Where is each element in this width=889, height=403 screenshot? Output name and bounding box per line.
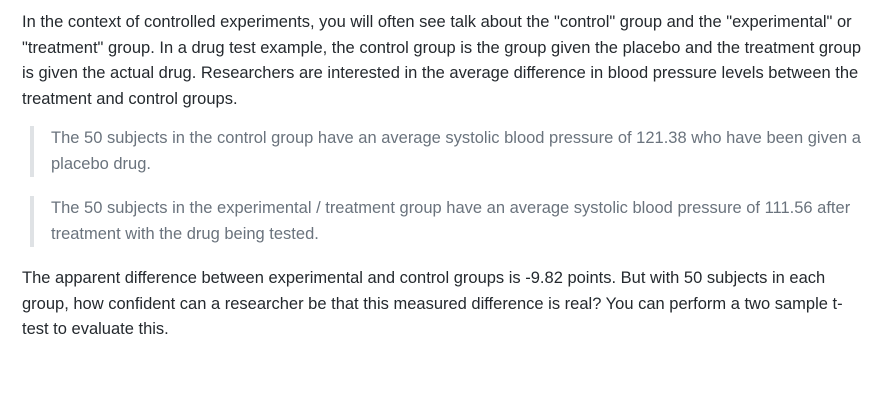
control-group-text: The 50 subjects in the control group hav… — [51, 129, 861, 173]
intro-paragraph: In the context of controlled experiments… — [22, 13, 862, 108]
treatment-group-quote: The 50 subjects in the experimental / tr… — [30, 196, 867, 247]
treatment-group-text: The 50 subjects in the experimental / tr… — [51, 199, 851, 243]
control-group-quote: The 50 subjects in the control group hav… — [30, 126, 867, 177]
conclusion-paragraph: The apparent difference between experime… — [22, 269, 843, 338]
document-body: In the context of controlled experiments… — [22, 13, 867, 338]
